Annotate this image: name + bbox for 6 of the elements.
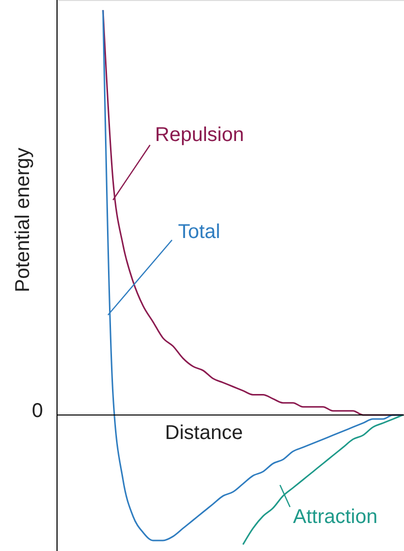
text: Total [178, 221, 220, 243]
text: 0 [32, 400, 43, 422]
y-axis-title: Potential energy [12, 148, 34, 292]
text: Repulsion [155, 124, 244, 146]
legend-label: Attraction [293, 506, 378, 528]
x-axis-title: Distance [165, 422, 243, 444]
